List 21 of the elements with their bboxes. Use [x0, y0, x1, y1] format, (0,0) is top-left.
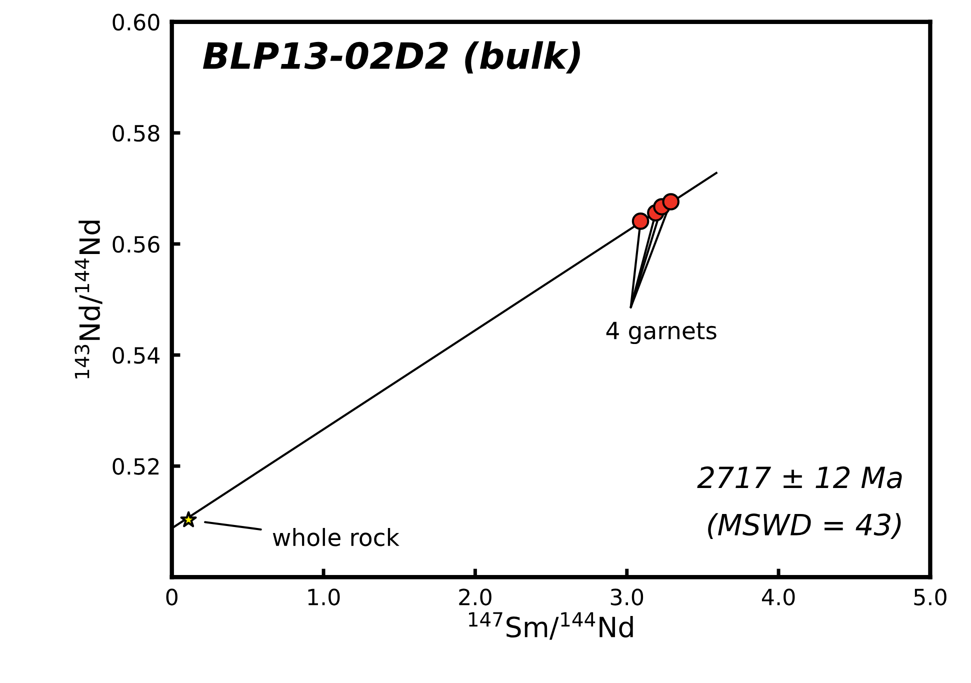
point — [662, 193, 680, 210]
x-tick-label: 5.0 — [914, 588, 946, 606]
x-tick-label: 0 — [166, 588, 178, 606]
x-tick-label: 3.0 — [610, 588, 644, 606]
annotation: whole rock — [272, 528, 400, 546]
annotation: (MSWD = 43) — [708, 513, 901, 540]
y-axis-title: $^{143}$Nd/$^{144}$Nd — [74, 220, 102, 378]
x-axis-title: $^{147}$Sm/$^{144}$Nd — [469, 612, 633, 640]
y-tick-label: 0.58 — [112, 124, 160, 142]
y-tick-label: 0.54 — [112, 346, 160, 364]
y-tick-label: 0.60 — [112, 14, 160, 31]
chart-title: BLP13-02D2 (bulk) — [202, 41, 580, 74]
x-tick-label: 2.0 — [459, 588, 492, 606]
y-tick-label: 0.52 — [112, 458, 159, 475]
point — [632, 212, 650, 230]
point — [180, 511, 197, 528]
x-tick-label: 1.0 — [308, 588, 340, 606]
annotation: 4 garnets — [606, 322, 716, 344]
x-tick-label: 4.0 — [762, 588, 795, 606]
y-tick-label: 0.56 — [112, 236, 160, 253]
annotation: 2717 ± 12 Ma — [697, 466, 902, 488]
